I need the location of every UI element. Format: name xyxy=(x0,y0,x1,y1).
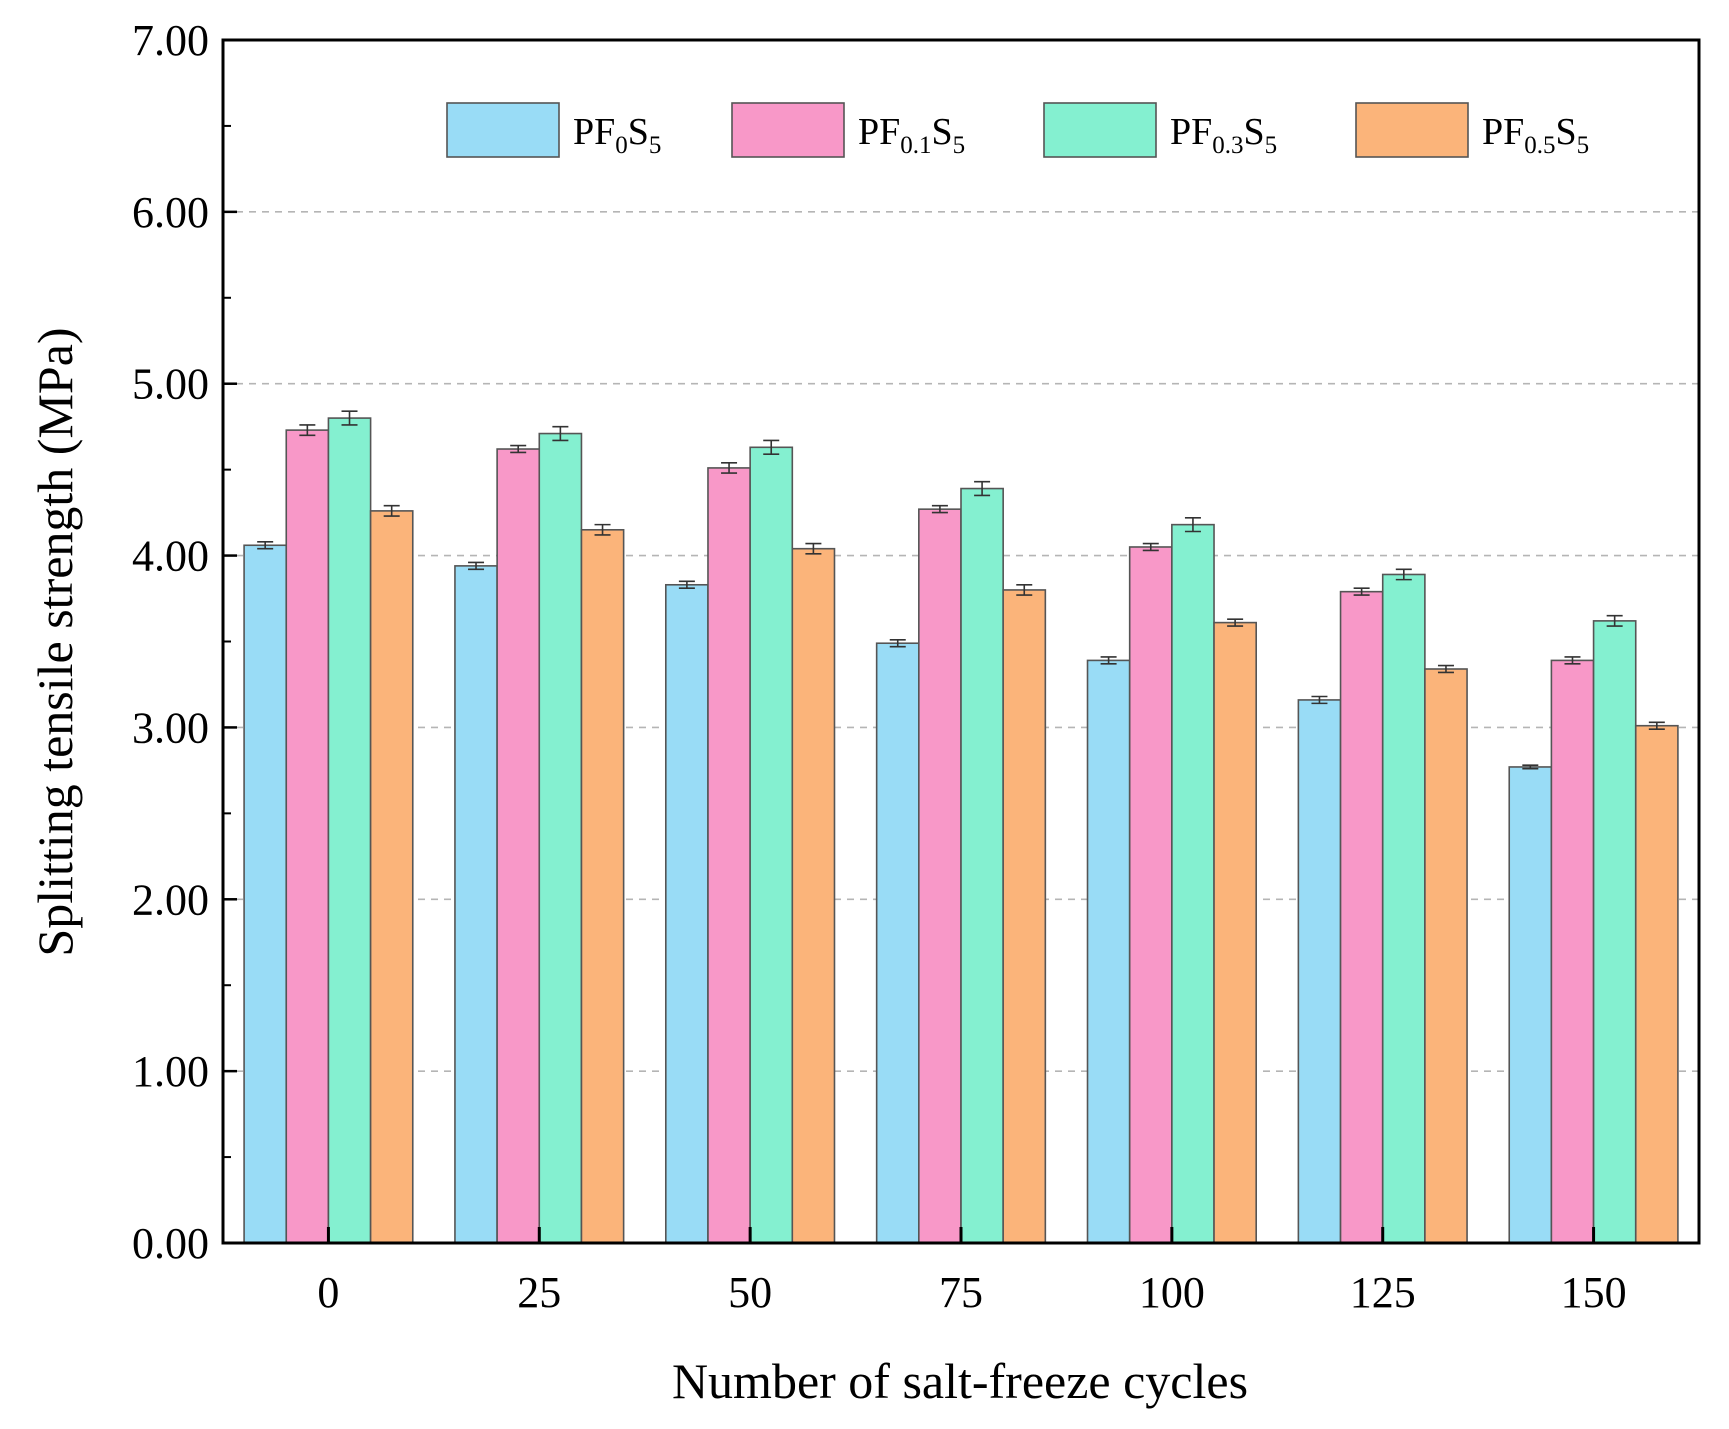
x-tick-label: 75 xyxy=(939,1268,983,1317)
x-tick-labels: 0 25 50 75 100 125 150 xyxy=(317,1268,1626,1317)
bar xyxy=(1381,573,1426,1244)
y-tick-label: 0.00 xyxy=(132,1219,209,1268)
x-tick-label: 125 xyxy=(1350,1268,1416,1317)
x-tick-label: 150 xyxy=(1561,1268,1627,1317)
bar xyxy=(285,429,330,1244)
bar xyxy=(327,417,372,1244)
y-tick-label: 3.00 xyxy=(132,703,209,752)
bar xyxy=(707,467,751,1244)
bar xyxy=(875,642,920,1244)
legend: PF0S5 PF0.1S5 PF0.3S5 PF0.5S5 xyxy=(446,102,1589,159)
legend-label: PF0.5S5 xyxy=(1482,111,1589,159)
bar xyxy=(243,544,288,1244)
bar xyxy=(1424,668,1468,1244)
error-bars xyxy=(257,410,1665,770)
bar xyxy=(918,508,962,1244)
bars xyxy=(243,417,1679,1244)
bar xyxy=(960,487,1004,1244)
bar xyxy=(791,547,836,1244)
y-tick-label: 4.00 xyxy=(132,532,209,581)
bar xyxy=(1002,589,1047,1244)
bar xyxy=(664,583,709,1244)
x-axis-title: Number of salt-freeze cycles xyxy=(672,1353,1248,1409)
y-tick-label: 6.00 xyxy=(132,188,209,237)
bar xyxy=(1213,621,1257,1244)
bar xyxy=(369,510,414,1244)
legend-swatch xyxy=(731,102,845,158)
legend-swatch xyxy=(446,102,560,158)
bar xyxy=(1297,699,1342,1244)
bar xyxy=(1634,724,1679,1244)
x-tick-label: 0 xyxy=(317,1268,339,1317)
bar xyxy=(749,446,794,1244)
bar xyxy=(1339,590,1384,1244)
legend-swatch xyxy=(1355,102,1469,158)
axis-ticks xyxy=(223,38,1596,1245)
y-tick-label: 1.00 xyxy=(132,1047,209,1096)
y-tick-label: 2.00 xyxy=(132,875,209,924)
bar xyxy=(1508,766,1553,1244)
y-tick-label: 7.00 xyxy=(132,16,209,65)
legend-label: PF0.3S5 xyxy=(1170,111,1277,159)
bar xyxy=(1171,523,1215,1244)
bar xyxy=(1128,546,1173,1244)
x-tick-label: 100 xyxy=(1139,1268,1205,1317)
bar xyxy=(538,432,583,1244)
bar xyxy=(1086,659,1131,1244)
bar xyxy=(496,448,541,1244)
bar xyxy=(1550,659,1595,1244)
legend-label: PF0S5 xyxy=(573,111,661,159)
x-tick-label: 25 xyxy=(517,1268,561,1317)
y-axis-title: Splitting tensile strength (MPa) xyxy=(27,327,83,956)
bar xyxy=(1592,620,1637,1244)
y-tick-labels: 0.00 1.00 2.00 3.00 4.00 5.00 6.00 7.00 xyxy=(132,16,209,1268)
x-tick-label: 50 xyxy=(728,1268,772,1317)
legend-swatch xyxy=(1043,102,1157,158)
y-tick-label: 5.00 xyxy=(132,360,209,409)
legend-label: PF0.1S5 xyxy=(858,111,965,159)
bar xyxy=(454,565,498,1244)
bar xyxy=(580,528,625,1244)
